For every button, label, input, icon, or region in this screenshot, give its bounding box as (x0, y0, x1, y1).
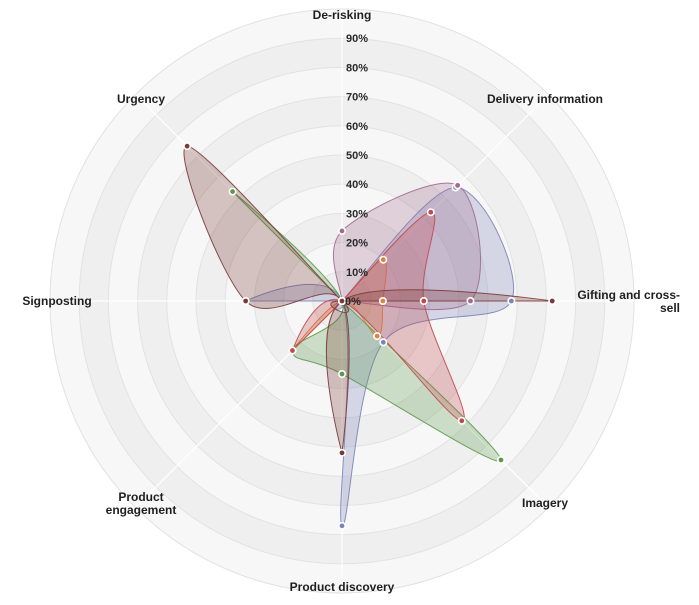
tick-label: 60% (346, 121, 368, 133)
axis-label: Imagery (522, 496, 568, 510)
tick-label: 70% (346, 92, 368, 104)
data-point (373, 332, 382, 341)
axis-label: Delivery information (487, 92, 603, 106)
data-point (466, 296, 475, 305)
data-point (378, 296, 387, 305)
data-point (183, 142, 192, 151)
data-point (337, 296, 346, 305)
data-point (379, 338, 388, 347)
axis-label: Gifting and cross-sell (577, 288, 680, 315)
data-point (419, 296, 428, 305)
tick-label: 90% (346, 33, 368, 45)
data-point (241, 296, 250, 305)
axis-label: Product discovery (290, 580, 395, 594)
axis-line (341, 94, 549, 302)
series-areas (183, 145, 553, 527)
data-point (228, 187, 237, 196)
tick-label: 10% (346, 267, 368, 279)
tick-label: 80% (346, 62, 368, 74)
tick-label: 20% (346, 238, 368, 250)
tick-label: 40% (346, 179, 368, 191)
tick-label: 50% (346, 150, 368, 162)
data-point (426, 208, 435, 217)
data-point (507, 296, 516, 305)
tick-label: 30% (346, 208, 368, 220)
data-point (496, 455, 505, 464)
data-point (288, 346, 297, 355)
tick-labels: 0% 10% 20% 30% 40% 50% 60% 70% 80% 90% (345, 33, 368, 308)
axis-label: Product engagement (106, 490, 177, 517)
data-point (337, 448, 346, 457)
data-point (457, 416, 466, 425)
axis-label: Signposting (22, 294, 91, 308)
axis-label: Urgency (117, 92, 165, 106)
series-area-5 (291, 211, 465, 422)
axis-labels: De-risking Delivery information Gifting an… (22, 8, 680, 594)
axis-label: De-risking (313, 8, 372, 22)
data-point (548, 296, 557, 305)
data-point (337, 226, 346, 235)
data-point (379, 255, 388, 264)
data-point (337, 521, 346, 530)
data-point (453, 181, 462, 190)
data-point (337, 369, 346, 378)
data-points (183, 142, 557, 530)
series-area-1 (245, 186, 514, 527)
tick-label: 0% (345, 296, 361, 308)
